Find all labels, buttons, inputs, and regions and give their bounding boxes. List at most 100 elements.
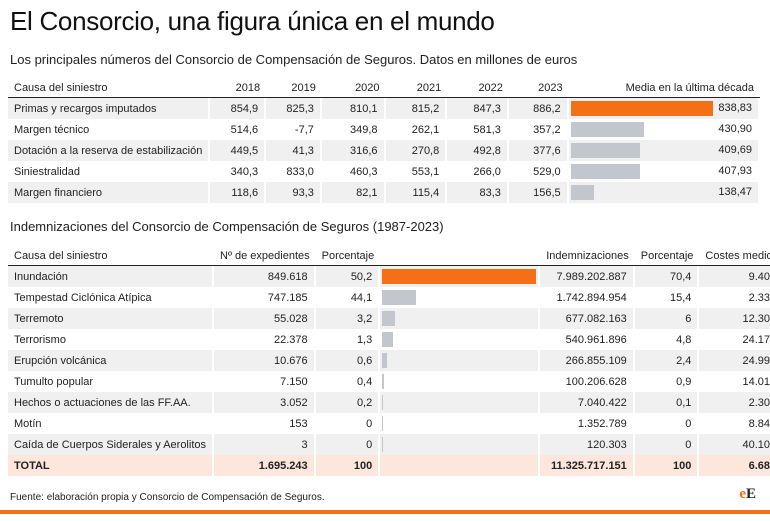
header-bar-spacer <box>380 246 541 266</box>
cell-amount: 7.989.202.887 <box>540 266 635 287</box>
table1-subtitle: Los principales números del Consorcio de… <box>10 52 578 67</box>
cell-pct2: 4,8 <box>634 329 700 350</box>
cell-files: 10.676 <box>214 350 316 371</box>
average-bar <box>570 122 644 137</box>
cell-files: 1.695.243 <box>214 455 316 476</box>
cell-y2019: 833,0 <box>266 161 322 182</box>
cell-amount-bar <box>380 413 541 434</box>
amount-bar <box>382 374 385 389</box>
cell-cause: Motín <box>8 413 214 434</box>
publisher-logo: eE <box>739 486 756 503</box>
cell-amount-bar <box>380 287 541 308</box>
cell-y2022: 266,0 <box>447 161 509 182</box>
header-average: Media en la última década <box>568 78 760 98</box>
cell-y2020: 460,3 <box>321 161 386 182</box>
cell-cost: 2.333 <box>699 287 770 308</box>
logo-E: E <box>745 486 756 502</box>
average-bar <box>570 143 640 158</box>
cell-y2020: 810,1 <box>321 98 386 119</box>
cell-amount: 677.082.163 <box>540 308 635 329</box>
cell-cost: 24.996 <box>699 350 770 371</box>
cell-amount: 100.206.628 <box>540 371 635 392</box>
cell-cause: Margen financiero <box>8 182 211 203</box>
cell-cause: Margen técnico <box>8 119 211 140</box>
cell-cost: 2.307 <box>699 392 770 413</box>
cell-amount-bar <box>380 371 541 392</box>
cell-cause: Terrorismo <box>8 329 214 350</box>
cell-pct1: 1,3 <box>315 329 381 350</box>
cell-y2023: 529,0 <box>508 161 569 182</box>
cell-pct2: 100 <box>634 455 700 476</box>
cell-pct2: 0 <box>634 434 700 455</box>
cell-cause: Primas y recargos imputados <box>8 98 211 119</box>
amount-bar <box>382 395 383 410</box>
cell-cost: 12.304 <box>699 308 770 329</box>
header-2020: 2020 <box>321 78 386 98</box>
cell-amount: 1.352.789 <box>540 413 635 434</box>
cell-y2023: 886,2 <box>508 98 569 119</box>
cell-y2020: 82,1 <box>321 182 386 203</box>
cell-cause: Hechos o actuaciones de las FF.AA. <box>8 392 214 413</box>
header-2018: 2018 <box>210 78 267 98</box>
average-bar <box>570 164 640 179</box>
average-bar <box>570 101 713 116</box>
header-percentage-files: Porcentaje <box>315 246 381 266</box>
cell-amount: 120.303 <box>540 434 635 455</box>
cell-y2022: 581,3 <box>447 119 509 140</box>
cell-y2023: 377,6 <box>508 140 569 161</box>
cell-pct1: 0,2 <box>315 392 381 413</box>
cell-cause: Caída de Cuerpos Siderales y Aerolitos <box>8 434 214 455</box>
amount-bar <box>382 353 388 368</box>
cell-amount-bar <box>380 329 541 350</box>
cell-pct1: 0,6 <box>315 350 381 371</box>
cell-cost: 24.174 <box>699 329 770 350</box>
header-cause: Causa del siniestro <box>8 246 214 266</box>
cell-files: 7.150 <box>214 371 316 392</box>
cell-amount-bar <box>380 434 541 455</box>
claims-table: Causa del siniestro Nº de expedientes Po… <box>8 246 770 476</box>
cell-amount-bar <box>380 308 541 329</box>
amount-bar <box>382 290 416 305</box>
amount-bar <box>382 332 393 347</box>
cell-pct2: 0,1 <box>634 392 700 413</box>
cell-cause: Dotación a la reserva de estabilización <box>8 140 211 161</box>
cell-y2021: 553,1 <box>385 161 448 182</box>
cell-pct1: 100 <box>315 455 381 476</box>
cell-pct2: 15,4 <box>634 287 700 308</box>
cell-cost: 14.015 <box>699 371 770 392</box>
amount-bar <box>382 416 383 431</box>
average-value: 407,93 <box>718 165 752 177</box>
cell-cause: Erupción volcánica <box>8 350 214 371</box>
table-row: Dotación a la reserva de estabilización 4… <box>8 140 760 161</box>
cell-average: 138,47 <box>568 182 760 203</box>
cell-average: 430,90 <box>568 119 760 140</box>
cell-y2018: 449,5 <box>210 140 267 161</box>
amount-bar <box>382 311 396 326</box>
cell-files: 3.052 <box>214 392 316 413</box>
average-value: 838,83 <box>718 102 752 114</box>
cell-y2018: 514,6 <box>210 119 267 140</box>
table-row: Margen financiero 118,6 93,3 82,1 115,4 83,3 1… <box>8 182 760 203</box>
cell-y2021: 270,8 <box>385 140 448 161</box>
cell-files: 55.028 <box>214 308 316 329</box>
cell-files: 22.378 <box>214 329 316 350</box>
cell-y2019: -7,7 <box>266 119 322 140</box>
cell-y2019: 825,3 <box>266 98 322 119</box>
cell-y2021: 815,2 <box>385 98 448 119</box>
cell-amount-bar <box>380 392 541 413</box>
logo-e: e <box>739 486 746 502</box>
cell-pct1: 44,1 <box>315 287 381 308</box>
table-header-row: Causa del siniestro Nº de expedientes Po… <box>8 246 770 266</box>
cell-files: 153 <box>214 413 316 434</box>
cell-y2023: 357,2 <box>508 119 569 140</box>
table-row: Siniestralidad 340,3 833,0 460,3 553,1 266,0 5… <box>8 161 760 182</box>
cell-y2018: 340,3 <box>210 161 267 182</box>
cell-average: 409,69 <box>568 140 760 161</box>
bottom-accent-line <box>0 510 770 514</box>
header-average-cost: Costes medios <box>699 246 770 266</box>
cell-amount: 1.742.894.954 <box>540 287 635 308</box>
table-row: Tempestad Ciclónica Atípica 747.185 44,1 1.… <box>8 287 770 308</box>
